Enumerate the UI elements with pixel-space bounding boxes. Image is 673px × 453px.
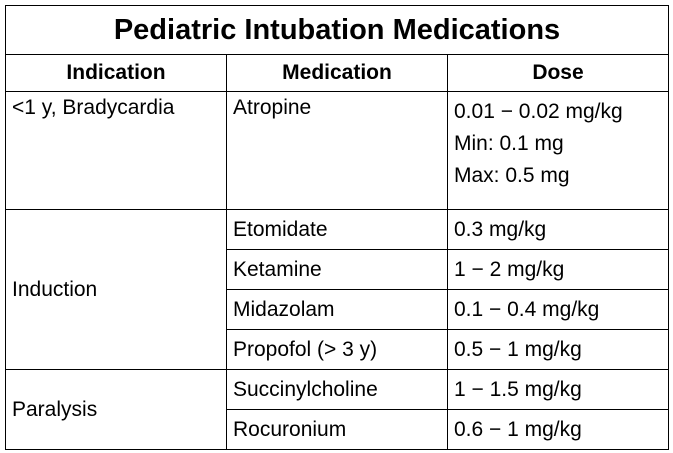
table-row: <1 y, Bradycardia Atropine 0.01 − 0.02 m… — [5, 91, 669, 210]
table-row: Induction Etomidate 0.3 mg/kg — [5, 209, 669, 370]
dose-cell: 0.3 mg/kg — [447, 209, 669, 250]
medication-table: Pediatric Intubation Medications Indicat… — [5, 5, 669, 450]
table-row: Propofol (> 3 y) 0.5 − 1 mg/kg — [6, 329, 669, 370]
header-medication: Medication — [226, 54, 448, 92]
dose-cell: 0.01 − 0.02 mg/kg Min: 0.1 mg Max: 0.5 m… — [447, 91, 669, 210]
medication-cell: Rocuronium — [226, 409, 448, 450]
medication-cell: Etomidate — [226, 209, 448, 250]
dose-cell: 0.5 − 1 mg/kg — [447, 329, 669, 370]
indication-cell: <1 y, Bradycardia — [5, 91, 227, 210]
table-title: Pediatric Intubation Medications — [5, 5, 669, 55]
header-indication: Indication — [5, 54, 227, 92]
dose-cell: 0.6 − 1 mg/kg — [447, 409, 669, 450]
dose-cell: 1 − 1.5 mg/kg — [447, 369, 669, 410]
medication-cell: Succinylcholine — [226, 369, 448, 410]
dose-cell: 1 − 2 mg/kg — [447, 249, 669, 290]
table-row: Ketamine 1 − 2 mg/kg — [6, 249, 669, 290]
medication-cell: Ketamine — [226, 249, 448, 290]
dose-line: 0.01 − 0.02 mg/kg — [454, 100, 623, 123]
header-dose: Dose — [447, 54, 669, 92]
dose-cell: 0.1 − 0.4 mg/kg — [447, 289, 669, 330]
dose-line: Min: 0.1 mg — [454, 132, 564, 155]
indication-cell: Induction — [5, 209, 227, 370]
medication-cell: Propofol (> 3 y) — [226, 329, 448, 370]
table-row: Rocuronium 0.6 − 1 mg/kg — [6, 409, 669, 450]
indication-cell: Paralysis — [5, 369, 227, 450]
medication-cell: Midazolam — [226, 289, 448, 330]
medication-cell: Atropine — [226, 91, 448, 210]
table-row: Midazolam 0.1 − 0.4 mg/kg — [6, 289, 669, 330]
dose-line: Max: 0.5 mg — [454, 164, 570, 187]
table-row: Paralysis Succinylcholine 1 − 1.5 mg/kg — [5, 369, 669, 450]
